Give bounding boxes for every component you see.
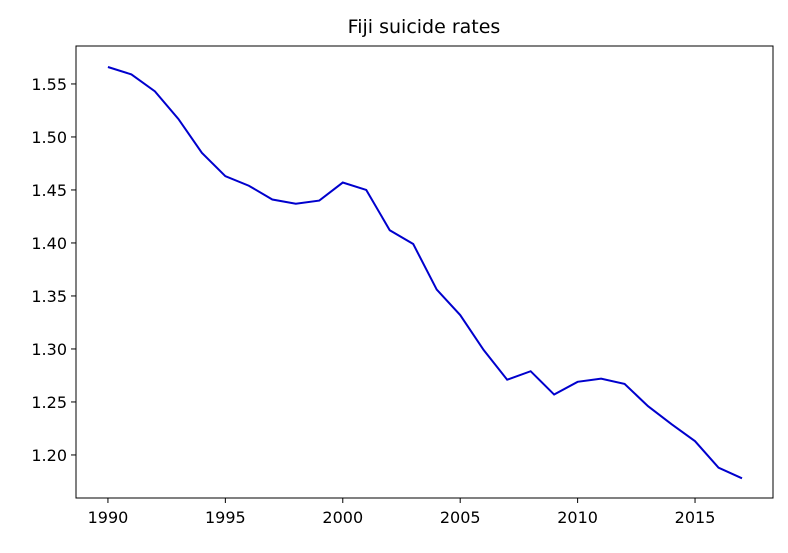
plot-frame	[75, 45, 774, 499]
y-tick-label: 1.55	[31, 75, 67, 94]
line	[107, 66, 743, 480]
x-tick-label: 1990	[88, 508, 129, 527]
y-tick-label: 1.45	[31, 181, 67, 200]
y-tick-label: 1.20	[31, 446, 67, 465]
x-tick-label: 2005	[440, 508, 481, 527]
y-tick-label: 1.40	[31, 234, 67, 253]
x-tick-label: 2010	[557, 508, 598, 527]
x-tick-label: 2000	[322, 508, 363, 527]
y-tick-label: 1.50	[31, 128, 67, 147]
x-tick-label: 2015	[675, 508, 716, 527]
chart-title: Fiji suicide rates	[348, 16, 501, 38]
y-tick-label: 1.30	[31, 340, 67, 359]
x-tick-label: 1995	[205, 508, 246, 527]
y-tick-label: 1.35	[31, 287, 67, 306]
y-tick-label: 1.25	[31, 393, 67, 412]
